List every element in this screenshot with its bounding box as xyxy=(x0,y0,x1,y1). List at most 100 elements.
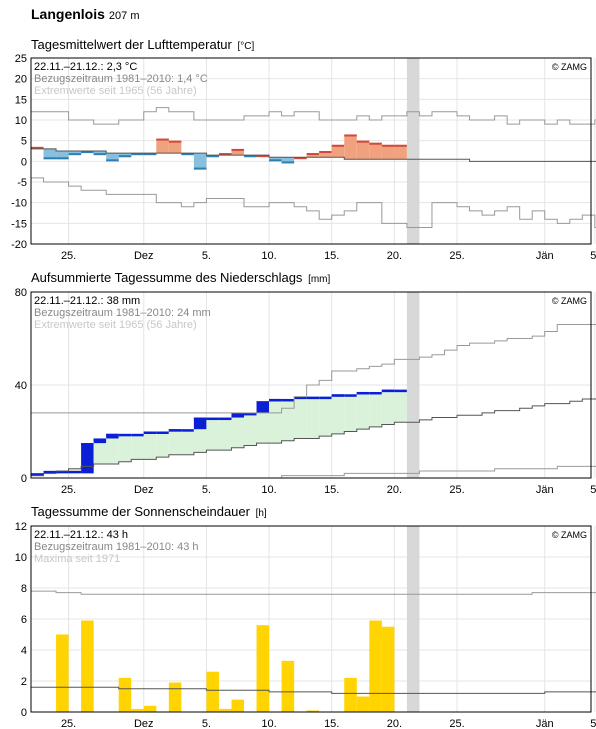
precip-surplus xyxy=(244,412,257,446)
precip-xtick-label: Dez xyxy=(134,484,154,496)
temp-bar-cap xyxy=(218,153,232,156)
temp-bar-cap xyxy=(56,157,69,160)
temp-bar xyxy=(281,157,295,164)
temp-bar xyxy=(156,138,169,154)
temp-bar-cap xyxy=(143,153,157,156)
precip-cumulative-step xyxy=(344,394,357,397)
precip-surplus xyxy=(181,429,194,455)
station-header: Langenlois 207 m xyxy=(31,6,139,22)
temp-min-record-line xyxy=(31,177,596,228)
temp-bar-cap xyxy=(306,153,320,156)
temp-bar-cap xyxy=(206,155,219,158)
precip-surplus xyxy=(131,433,144,460)
precip-cumulative-step xyxy=(206,417,219,421)
temp-xtick-label: Jän xyxy=(536,250,554,262)
sun-info-reference: Bezugszeitraum 1981–2010: 43 h xyxy=(34,541,199,553)
precip-daily-increment xyxy=(231,412,245,418)
sun-xtick-label: 10. xyxy=(261,718,276,729)
temp-ytick-label: 20 xyxy=(15,74,27,86)
temp-ytick-label: 5 xyxy=(21,136,27,148)
precip-frame xyxy=(30,291,592,479)
sunshine-unit: [h] xyxy=(255,508,267,519)
temp-bar-cap xyxy=(381,144,395,147)
temp-bar-cap xyxy=(131,153,144,156)
precip-daily-increment xyxy=(381,389,395,392)
precip-watermark: © ZAMG xyxy=(552,296,587,306)
precip-surplus xyxy=(381,389,395,425)
temp-bar xyxy=(93,151,107,156)
sun-xtick-label: 5. xyxy=(590,718,596,729)
temp-today-marker xyxy=(406,58,420,244)
station-altitude: 207 m xyxy=(108,10,140,22)
precip-cumulative-step xyxy=(218,417,232,421)
temp-ytick-label: -5 xyxy=(17,177,27,189)
temp-bar-cap xyxy=(281,161,295,164)
precip-daily-increment xyxy=(356,391,370,395)
sun-ytick-label: 12 xyxy=(15,521,27,533)
precip-surplus xyxy=(206,417,219,451)
temp-xtick-label: 10. xyxy=(261,250,276,262)
temp-bar xyxy=(319,151,332,158)
precip-surplus xyxy=(369,391,382,427)
precip-daily-increment xyxy=(269,398,282,402)
temp-ytick-label: 15 xyxy=(15,94,27,106)
precip-cumulative-step xyxy=(369,391,382,395)
sun-xtick-label: 5. xyxy=(202,718,211,729)
temp-ytick-label: 25 xyxy=(15,53,27,65)
sun-xtick-label: Jän xyxy=(536,718,554,729)
sunshine-bar xyxy=(306,710,320,712)
sunshine-title-text: Tagessumme der Sonnenscheindauer xyxy=(31,504,250,519)
sun-frame xyxy=(30,525,592,713)
temp-bar-cap xyxy=(156,138,169,141)
temp-ytick-label: 10 xyxy=(15,115,27,127)
temp-bar-cap xyxy=(344,134,357,137)
precip-daily-increment xyxy=(93,438,107,444)
sunshine-bar xyxy=(344,677,357,712)
precip-surplus xyxy=(118,433,132,462)
sunshine-bar xyxy=(356,696,370,712)
temp-bar-cap xyxy=(356,140,370,143)
temp-bar-cap xyxy=(256,155,270,158)
precip-xtick-label: 10. xyxy=(261,484,276,496)
precip-xtick-label: 5. xyxy=(590,484,596,496)
station-name: Langenlois xyxy=(31,6,105,22)
temp-xtick-label: 20. xyxy=(387,250,402,262)
precip-surplus xyxy=(331,394,345,434)
precip-cumulative-step xyxy=(181,429,194,432)
temp-max-record-line xyxy=(31,107,596,125)
precip-cumulative-step xyxy=(394,389,407,393)
temp-bar xyxy=(344,134,357,160)
temp-info-extremes: Extremwerte seit 1965 (56 Jahre) xyxy=(34,85,197,97)
sun-ytick-label: 8 xyxy=(21,583,27,595)
sunshine-bar xyxy=(231,699,245,712)
sunshine-bar xyxy=(381,626,395,712)
temp-bar xyxy=(168,140,182,154)
temperature-chart-title: Tagesmittelwert der Lufttemperatur [°C] xyxy=(31,37,254,52)
temp-frame xyxy=(30,57,592,245)
sunshine-bar xyxy=(56,634,69,712)
precip-surplus xyxy=(394,389,407,423)
precip-surplus xyxy=(156,431,169,458)
sunshine-bar xyxy=(256,625,270,712)
sunshine-bar xyxy=(81,620,94,712)
temperature-title-text: Tagesmittelwert der Lufttemperatur xyxy=(31,37,232,52)
sun-xtick-label: Dez xyxy=(134,718,154,729)
temp-bar-cap xyxy=(43,157,57,160)
precip-surplus xyxy=(218,417,232,451)
precip-info-current: 22.11.–21.12.: 38 mm xyxy=(34,295,140,307)
sun-xtick-label: 15. xyxy=(324,718,339,729)
sunshine-bar xyxy=(168,682,182,712)
precip-daily-increment xyxy=(143,431,157,434)
sunshine-bar xyxy=(206,671,219,712)
sun-ytick-label: 6 xyxy=(21,614,27,626)
precip-daily-increment xyxy=(256,401,270,413)
temp-xtick-label: 25. xyxy=(61,250,76,262)
temp-bar-cap xyxy=(93,153,107,156)
precip-cumulative-step xyxy=(68,470,82,474)
precip-surplus xyxy=(168,429,182,455)
sunshine-bar xyxy=(281,660,295,712)
temp-ytick-label: -20 xyxy=(11,239,27,251)
temp-xtick-label: 15. xyxy=(324,250,339,262)
temp-bar-cap xyxy=(68,153,82,156)
precip-cumulative-step xyxy=(31,473,44,476)
